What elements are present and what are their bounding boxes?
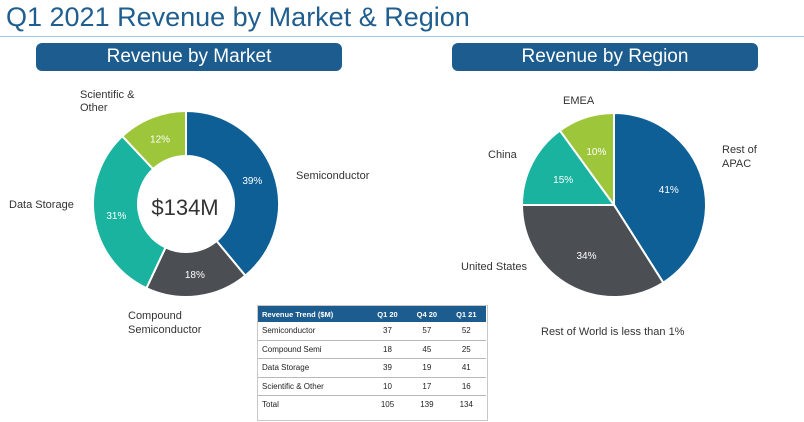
revenue-trend-table: Revenue Trend ($M) Q1 20 Q4 20 Q1 21 Sem…: [258, 306, 486, 414]
market-slice-semiconductor: [185, 109, 280, 278]
market-percent-label: 31%: [106, 211, 126, 222]
cell-value: 18: [367, 340, 408, 359]
market-percent-label: 39%: [242, 176, 262, 187]
market-banner: Revenue by Market: [36, 43, 342, 71]
header-metric: Revenue Trend ($M): [258, 306, 368, 322]
market-slice-scientific-other: [120, 109, 187, 171]
page-title: Q1 2021 Revenue by Market & Region: [6, 2, 470, 32]
cell-value: 52: [446, 322, 486, 341]
cell-value: 25: [446, 340, 486, 359]
table-row: Total 105 139 134: [258, 396, 486, 414]
region-percent-label: 41%: [659, 185, 679, 196]
label-semiconductor: Semiconductor: [296, 170, 370, 182]
cell-value: 139: [420, 400, 434, 410]
row-label: Semiconductor: [258, 322, 368, 341]
label-emea: EMEA: [563, 95, 595, 107]
label-compound-semiconductor: Compound Semiconductor: [128, 310, 202, 336]
table-header-row: Revenue Trend ($M) Q1 20 Q4 20 Q1 21: [258, 306, 486, 322]
cell-value: 19: [407, 358, 447, 378]
row-label: Total: [262, 400, 279, 410]
cell-value: 10: [367, 377, 408, 396]
revenue-trend-frame: [257, 305, 488, 421]
market-donut: 39% 18% 31% 12%: [92, 109, 280, 298]
row-label: Data Storage: [258, 358, 368, 378]
header-q121: Q1 21: [446, 306, 486, 322]
region-percent-label: 15%: [553, 175, 573, 186]
region-percent-label: 10%: [586, 147, 606, 158]
market-percent-label: 18%: [185, 270, 205, 281]
row-label: Scientific & Other: [258, 377, 368, 396]
table-row: Scientific & Other 10 17 16: [258, 377, 486, 396]
region-banner: Revenue by Region: [452, 43, 758, 71]
cell-value: 134: [459, 400, 473, 410]
cell-value: 105: [380, 400, 395, 410]
cell-value: 39: [367, 358, 408, 378]
label-scientific-other: Scientific & Other: [80, 89, 137, 114]
table-row: Semiconductor 37 57 52: [258, 322, 486, 341]
row-label: Compound Semi: [258, 340, 368, 359]
cell-value: 37: [367, 322, 408, 341]
region-note: Rest of World is less than 1%: [541, 326, 685, 338]
table-row: Data Storage 39 19 41: [258, 358, 486, 378]
label-rest-of-apac: Rest of APAC: [722, 144, 760, 170]
header-q420: Q4 20: [407, 306, 447, 322]
table-row: Compound Semi 18 45 25: [258, 340, 486, 359]
donut-center-label: $134M: [151, 195, 218, 220]
cell-value: 17: [407, 377, 447, 396]
market-percent-label: 12%: [150, 134, 170, 145]
region-pie: 41% 34% 15% 10%: [520, 111, 707, 298]
cell-value: 41: [446, 358, 486, 378]
market-slice-data-storage: [92, 134, 167, 290]
label-data-storage: Data Storage: [9, 199, 74, 211]
region-slice-china: [520, 129, 616, 206]
cell-value: 45: [407, 340, 447, 359]
label-united-states: United States: [461, 261, 528, 273]
region-percent-label: 34%: [577, 251, 597, 262]
header-q120: Q1 20: [367, 306, 408, 322]
cell-value: 16: [446, 377, 486, 396]
label-china: China: [488, 149, 518, 161]
region-slice-united-states: [520, 204, 665, 298]
title-divider: [0, 36, 804, 37]
region-slice-emea: [558, 111, 615, 209]
cell-value: 57: [407, 322, 447, 341]
